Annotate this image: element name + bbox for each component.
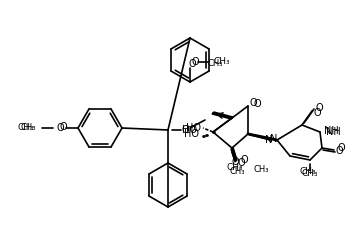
Text: O: O: [250, 98, 258, 108]
Text: HO: HO: [186, 123, 201, 133]
Text: O: O: [237, 158, 245, 168]
Text: O: O: [253, 99, 261, 109]
Text: O: O: [315, 103, 323, 113]
Text: N: N: [270, 134, 278, 144]
Polygon shape: [212, 112, 233, 119]
Text: CH₃: CH₃: [254, 165, 269, 175]
Text: CH₃: CH₃: [207, 60, 222, 68]
Text: O: O: [188, 59, 196, 69]
Text: CH₃: CH₃: [302, 169, 318, 179]
Polygon shape: [231, 147, 237, 162]
Text: O: O: [231, 157, 239, 167]
Text: O: O: [313, 108, 321, 118]
Polygon shape: [247, 133, 278, 141]
Text: O: O: [338, 143, 346, 153]
Text: O: O: [59, 122, 67, 132]
Text: O: O: [191, 57, 199, 67]
Text: NH: NH: [324, 126, 339, 136]
Text: HO: HO: [184, 129, 199, 139]
Text: O: O: [181, 125, 189, 135]
Text: CH₃: CH₃: [20, 123, 36, 131]
Text: O: O: [240, 155, 248, 165]
Text: CH₃: CH₃: [229, 167, 245, 177]
Text: O: O: [56, 123, 64, 133]
Text: O: O: [335, 146, 343, 156]
Text: CH₃: CH₃: [300, 167, 316, 177]
Text: NH: NH: [326, 127, 341, 137]
Text: CH₃: CH₃: [227, 163, 243, 173]
Text: CH₃: CH₃: [214, 58, 231, 66]
Text: HO: HO: [182, 125, 197, 135]
Text: N: N: [265, 135, 272, 145]
Text: CH₃: CH₃: [17, 124, 34, 132]
